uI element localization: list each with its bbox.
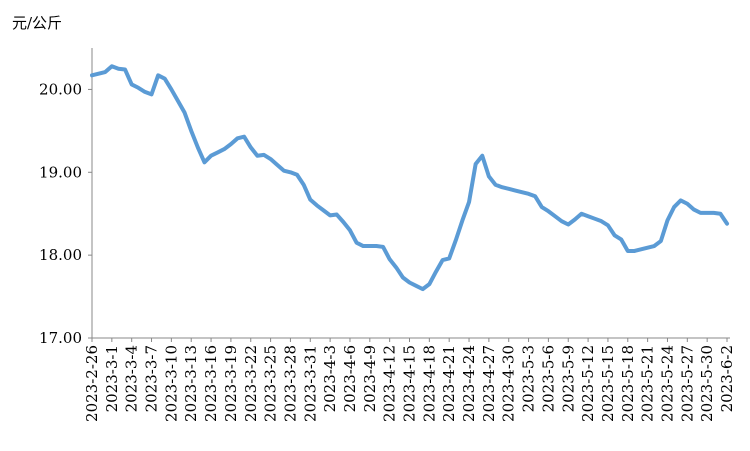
x-tick-label: 2023-4-3 (321, 345, 339, 412)
x-tick-label: 2023-4-30 (500, 345, 518, 422)
x-tick-label: 2023-3-7 (143, 345, 161, 412)
x-tick-label: 2023-5-30 (698, 345, 716, 422)
x-tick-label: 2023-6-2 (718, 345, 736, 412)
x-tick-label: 2023-2-26 (83, 345, 101, 422)
y-tick-label: 19.00 (39, 163, 82, 181)
x-tick-label: 2023-3-16 (202, 345, 220, 422)
x-tick-label: 2023-4-12 (381, 345, 399, 422)
x-tick-label: 2023-4-24 (460, 345, 478, 422)
x-tick-label: 2023-5-18 (619, 345, 637, 422)
x-tick-label: 2023-3-1 (103, 345, 121, 412)
x-tick-label: 2023-4-21 (440, 345, 458, 422)
y-axis-label: 元/公斤 (12, 14, 62, 32)
y-tick-label: 18.00 (39, 246, 82, 264)
x-tick-label: 2023-4-15 (401, 345, 419, 422)
x-tick-label: 2023-5-21 (639, 345, 657, 422)
x-tick-label: 2023-5-6 (539, 345, 557, 412)
y-tick-label: 17.00 (39, 329, 82, 347)
x-tick-label: 2023-3-19 (222, 345, 240, 422)
x-tick-label: 2023-4-6 (341, 345, 359, 412)
x-tick-label: 2023-3-13 (182, 345, 200, 422)
x-tick-label: 2023-5-24 (658, 345, 676, 422)
x-tick-label: 2023-3-31 (301, 345, 319, 422)
x-tick-label: 2023-3-25 (262, 345, 280, 422)
y-tick-label: 20.00 (39, 80, 82, 98)
x-tick-label: 2023-4-27 (480, 345, 498, 422)
x-tick-label: 2023-3-4 (123, 345, 141, 412)
data-line (90, 64, 729, 292)
x-tick-label: 2023-4-9 (361, 345, 379, 412)
x-tick-label: 2023-5-12 (579, 345, 597, 422)
x-tick-label: 2023-3-22 (242, 345, 260, 422)
x-tick-label: 2023-5-27 (678, 345, 696, 422)
x-tick-label: 2023-5-3 (520, 345, 538, 412)
x-tick-label: 2023-5-9 (559, 345, 577, 412)
x-tick-label: 2023-5-15 (599, 345, 617, 422)
x-tick-label: 2023-4-18 (420, 345, 438, 422)
x-tick-label: 2023-3-10 (162, 345, 180, 422)
x-tick-label: 2023-3-28 (281, 345, 299, 422)
